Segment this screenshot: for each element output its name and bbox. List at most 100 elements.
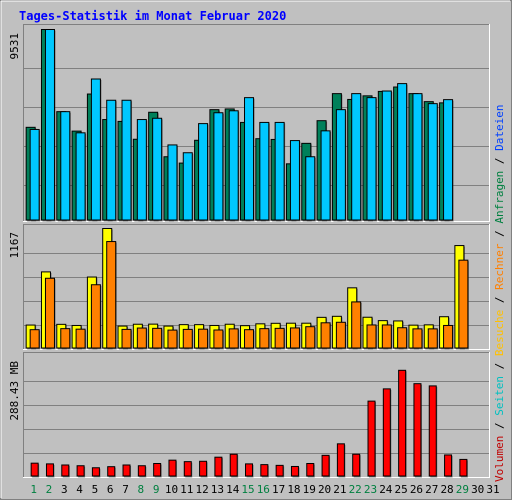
bar-3-volumen-23 (367, 400, 376, 477)
x-tick-label-20: 20 (318, 483, 331, 496)
x-tick-label-13: 13 (211, 483, 224, 496)
bar-1-dateien-22 (351, 93, 362, 221)
x-tick-label-22: 22 (349, 483, 362, 496)
bar-1-dateien-28 (443, 99, 454, 221)
bar-3-volumen-1 (30, 462, 39, 477)
bar-3-volumen-10 (168, 459, 177, 477)
x-tick-label-7: 7 (122, 483, 129, 496)
bar-3-volumen-4 (76, 465, 85, 477)
bar-1-dateien-24 (381, 90, 392, 221)
bar-2-rechner-11 (182, 328, 193, 349)
bar-2-rechner-19 (305, 326, 316, 349)
legend-separator-2: / (493, 356, 506, 376)
bar-1-dateien-3 (60, 111, 71, 221)
x-tick-label-12: 12 (195, 483, 208, 496)
bar-3-volumen-25 (398, 369, 407, 477)
bar-2-rechner-28 (443, 324, 454, 349)
legend: Volumen / Seiten / Besuche / Rechner / A… (493, 104, 506, 482)
y-max-label-1: 9531 (8, 33, 21, 60)
bar-1-dateien-7 (121, 99, 132, 221)
legend-item-seiten: Seiten (493, 376, 506, 416)
bar-1-dateien-9 (152, 117, 163, 221)
bar-3-volumen-11 (183, 461, 192, 477)
x-tick-label-27: 27 (425, 483, 438, 496)
x-tick-label-21: 21 (333, 483, 346, 496)
bar-2-rechner-1 (29, 329, 40, 349)
bar-2-rechner-6 (106, 241, 117, 349)
bar-2-rechner-27 (427, 328, 438, 349)
x-tick-label-24: 24 (379, 483, 393, 496)
bar-1-dateien-4 (75, 132, 86, 221)
bar-2-rechner-2 (44, 277, 55, 349)
x-tick-label-5: 5 (92, 483, 99, 496)
x-tick-label-30: 30 (471, 483, 484, 496)
x-tick-label-28: 28 (440, 483, 453, 496)
x-tick-label-18: 18 (287, 483, 300, 496)
bar-3-volumen-15 (245, 463, 254, 477)
bar-2-rechner-29 (458, 259, 469, 349)
x-tick-label-10: 10 (165, 483, 178, 496)
bar-3-volumen-28 (444, 454, 453, 477)
bar-3-volumen-9 (153, 463, 162, 477)
x-tick-label-2: 2 (46, 483, 53, 496)
plot-area-3 (23, 352, 490, 478)
x-tick-label-11: 11 (180, 483, 193, 496)
bar-1-dateien-16 (259, 121, 270, 221)
x-tick-label-26: 26 (410, 483, 423, 496)
bar-1-dateien-2 (44, 29, 55, 221)
bar-1-dateien-18 (289, 140, 300, 221)
bar-2-rechner-16 (259, 328, 270, 349)
bar-1-dateien-12 (198, 123, 209, 221)
bar-3-volumen-29 (459, 458, 468, 477)
x-tick-label-3: 3 (61, 483, 68, 496)
bar-1-dateien-6 (106, 99, 117, 221)
bar-3-volumen-18 (290, 465, 299, 477)
bar-2-rechner-22 (351, 301, 362, 349)
bar-3-volumen-6 (107, 466, 116, 477)
bar-3-volumen-3 (61, 464, 70, 477)
x-tick-label-29: 29 (456, 483, 469, 496)
legend-separator-3: / (493, 290, 506, 310)
legend-separator-5: / (493, 151, 506, 171)
x-tick-label-4: 4 (76, 483, 83, 496)
bar-2-rechner-8 (136, 327, 147, 349)
legend-item-rechner: Rechner (493, 243, 506, 290)
x-tick-label-15: 15 (241, 483, 254, 496)
bar-3-volumen-2 (45, 463, 54, 477)
x-tick-label-8: 8 (138, 483, 145, 496)
x-tick-label-9: 9 (153, 483, 160, 496)
bar-1-dateien-11 (182, 152, 193, 221)
bar-1-dateien-21 (335, 109, 346, 221)
chart-title: Tages-Statistik im Monat Februar 2020 (19, 9, 286, 23)
bar-2-rechner-5 (90, 284, 101, 349)
bar-2-rechner-12 (198, 328, 209, 349)
bar-2-rechner-18 (289, 327, 300, 349)
bar-1-dateien-17 (274, 121, 285, 221)
bar-2-rechner-9 (152, 327, 163, 349)
bar-1-dateien-5 (90, 78, 101, 221)
bar-1-dateien-26 (412, 93, 423, 221)
bar-3-volumen-22 (352, 453, 361, 477)
bar-3-volumen-16 (260, 464, 269, 477)
bar-1-dateien-23 (366, 97, 377, 221)
legend-item-volumen: Volumen (493, 436, 506, 482)
bar-1-dateien-10 (167, 144, 178, 221)
bar-3-volumen-21 (336, 443, 345, 477)
legend-item-dateien: Dateien (493, 104, 506, 150)
bar-2-rechner-13 (213, 329, 224, 349)
bar-2-rechner-14 (228, 328, 239, 349)
bar-2-rechner-26 (412, 328, 423, 349)
legend-separator-1: / (493, 416, 506, 436)
bar-1-dateien-14 (228, 110, 239, 221)
legend-separator-4: / (493, 224, 506, 244)
bar-2-rechner-17 (274, 327, 285, 349)
bar-1-dateien-20 (320, 130, 331, 221)
bar-2-rechner-15 (244, 329, 255, 349)
legend-item-besuche: Besuche (493, 310, 506, 356)
x-tick-label-14: 14 (226, 483, 240, 496)
bar-3-volumen-24 (382, 388, 391, 477)
bar-2-rechner-4 (75, 328, 86, 349)
bar-2-rechner-10 (167, 329, 178, 349)
bar-3-volumen-7 (122, 464, 131, 477)
